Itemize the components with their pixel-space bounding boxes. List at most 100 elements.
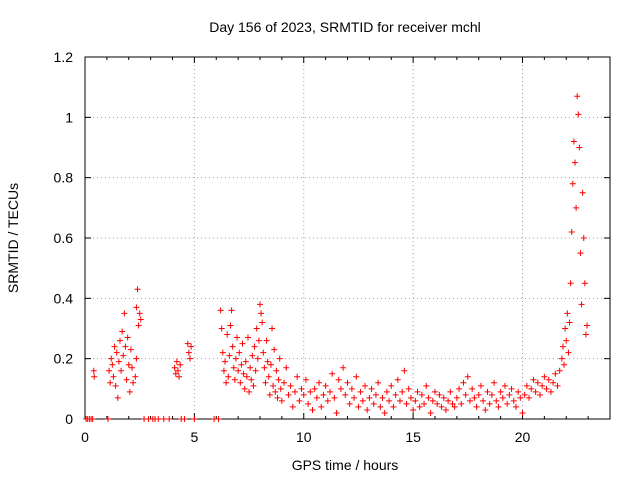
data-point: [438, 403, 445, 410]
data-point: [285, 391, 292, 398]
data-point: [241, 385, 248, 392]
data-point: [231, 376, 238, 383]
data-point: [109, 361, 116, 368]
data-point: [504, 400, 511, 407]
data-point: [181, 416, 188, 422]
data-point: [572, 159, 578, 166]
data-point: [292, 388, 298, 395]
data-point: [227, 322, 234, 329]
data-point: [405, 385, 412, 392]
data-point: [575, 111, 582, 118]
data-point: [458, 400, 465, 407]
data-point: [381, 409, 388, 416]
data-point: [574, 93, 581, 100]
data-point: [537, 391, 543, 398]
data-point: [277, 385, 284, 392]
data-point: [89, 416, 96, 422]
data-point: [253, 325, 260, 332]
data-point: [401, 367, 408, 374]
x-axis-label: GPS time / hours: [292, 457, 399, 473]
data-point: [447, 388, 454, 395]
data-point: [113, 349, 120, 356]
plot-frame: [84, 56, 611, 420]
data-point: [215, 416, 222, 422]
data-point: [388, 382, 395, 389]
data-point: [188, 343, 195, 350]
data-point: [573, 204, 580, 211]
data-point: [581, 280, 588, 287]
data-point: [521, 391, 528, 398]
y-tick-label: 0.8: [54, 170, 74, 186]
data-point: [364, 406, 371, 413]
data-point: [129, 364, 136, 371]
data-point: [122, 343, 129, 350]
data-point: [471, 394, 478, 401]
data-point: [223, 379, 230, 386]
data-point: [260, 349, 267, 356]
x-tick-label: 10: [296, 429, 312, 445]
data-point: [547, 388, 554, 395]
data-points: [83, 93, 591, 422]
data-point: [185, 349, 192, 356]
data-point: [517, 394, 524, 401]
data-point: [528, 385, 535, 392]
data-point: [137, 316, 144, 323]
data-point: [451, 403, 458, 410]
data-point: [250, 382, 257, 389]
data-point: [429, 397, 436, 404]
data-point: [563, 337, 570, 344]
data-point: [263, 337, 270, 344]
data-point: [499, 394, 506, 401]
data-point: [112, 382, 119, 389]
data-point: [532, 388, 539, 395]
data-point: [110, 373, 117, 380]
x-tick-label: 5: [190, 429, 198, 445]
data-point: [421, 400, 428, 407]
data-point: [267, 361, 274, 368]
data-point: [261, 364, 268, 371]
data-point: [453, 394, 460, 401]
data-point: [119, 328, 126, 335]
data-point: [252, 367, 259, 374]
data-point: [123, 376, 130, 383]
data-point: [269, 325, 276, 332]
data-point: [232, 355, 239, 362]
data-point: [346, 400, 353, 407]
data-point: [171, 364, 178, 371]
data-point: [115, 358, 122, 365]
data-point: [124, 334, 131, 341]
data-point: [225, 373, 232, 380]
data-point: [166, 416, 173, 422]
data-point: [541, 373, 548, 380]
data-point: [107, 379, 114, 386]
data-point: [187, 355, 193, 362]
data-point: [556, 367, 563, 374]
data-point: [224, 331, 231, 338]
data-point: [467, 397, 473, 404]
data-point: [90, 367, 97, 374]
data-point: [543, 385, 550, 392]
data-point: [322, 382, 329, 389]
grid: [85, 57, 610, 419]
x-tick-label: 20: [515, 429, 531, 445]
x-tick-label: 15: [405, 429, 421, 445]
data-point: [440, 394, 447, 401]
data-point: [486, 400, 493, 407]
data-point: [121, 310, 128, 317]
data-point: [523, 382, 530, 389]
data-point: [302, 376, 309, 383]
data-point: [425, 394, 432, 401]
data-point: [399, 388, 406, 395]
data-point: [173, 358, 180, 365]
data-point: [445, 397, 452, 404]
data-point: [239, 340, 246, 347]
chart-title: Day 156 of 2023, SRMTID for receiver mch…: [209, 19, 481, 35]
y-axis-label: SRMTID / TECUs: [5, 183, 21, 293]
data-point: [416, 403, 423, 410]
data-point: [442, 406, 449, 413]
data-point: [318, 403, 325, 410]
data-point: [353, 373, 360, 380]
data-point: [584, 322, 591, 329]
data-point: [480, 397, 487, 404]
